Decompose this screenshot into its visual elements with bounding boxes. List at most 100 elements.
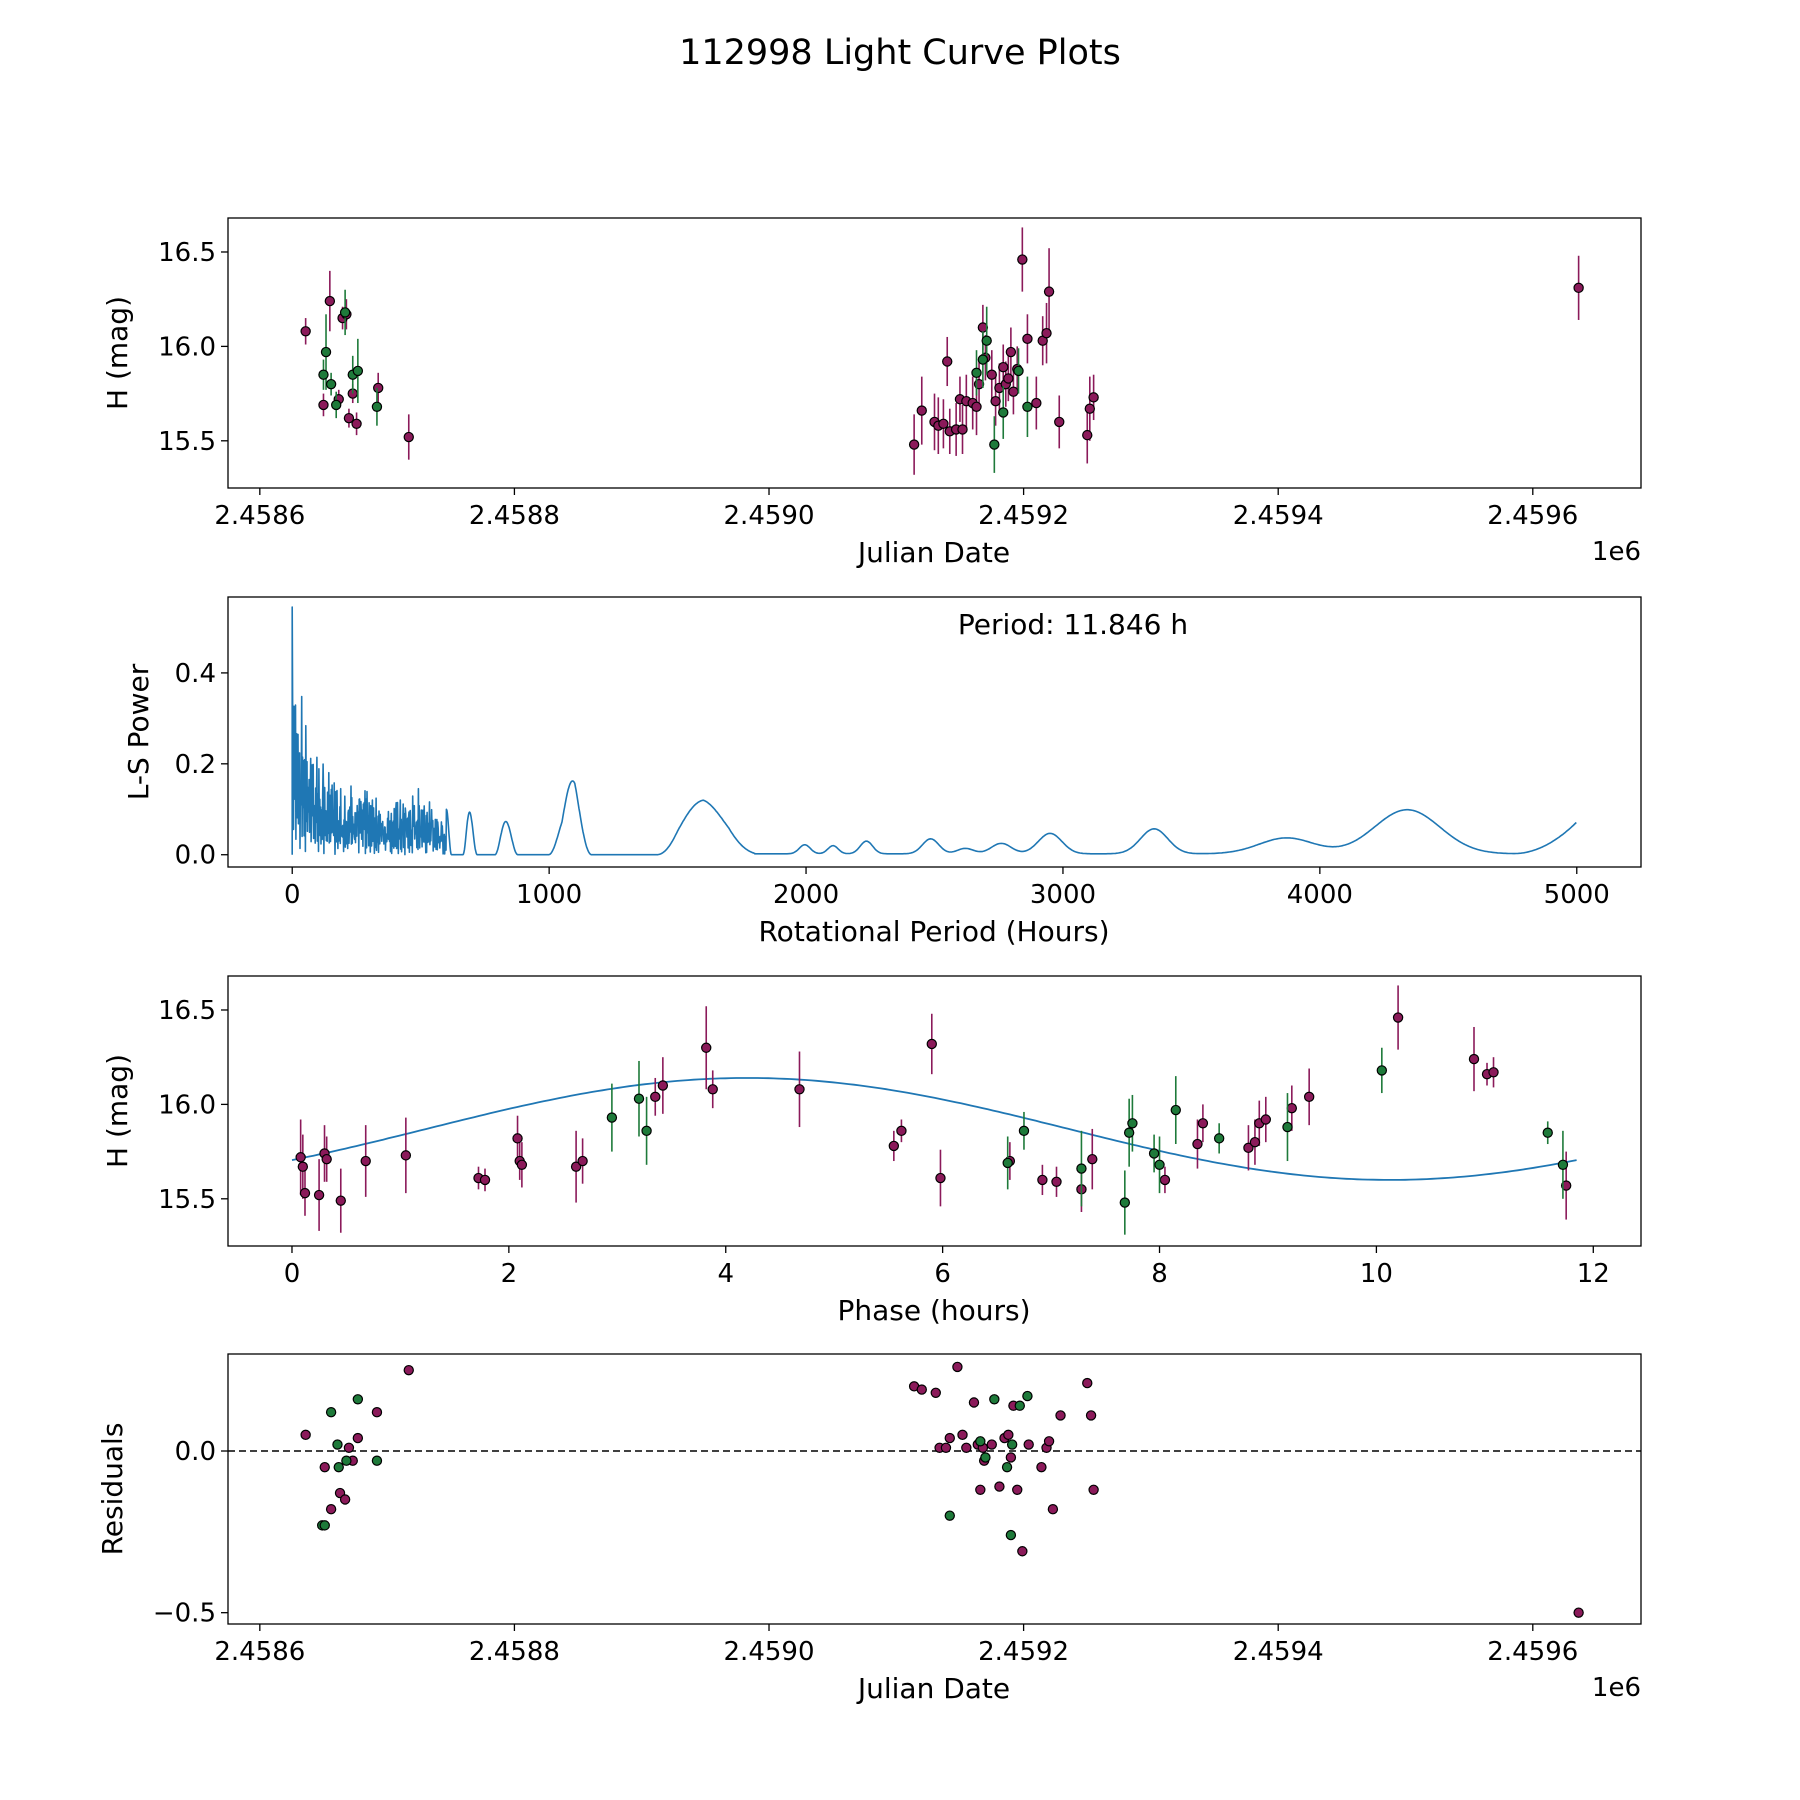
- lightcurve-point-g: [971, 367, 982, 379]
- lightcurve-point-r: [1008, 386, 1019, 397]
- lightcurve-point-g: [981, 335, 992, 346]
- residuals-point-g: [975, 1436, 986, 1447]
- phase-xtick-label: 6: [934, 1259, 951, 1289]
- phase-point-g: [1282, 1121, 1293, 1133]
- phase-point-r: [1197, 1118, 1209, 1129]
- phase-fit-curve: [291, 1077, 1577, 1181]
- phase-point-r: [299, 1187, 311, 1199]
- phase-point-r: [516, 1159, 528, 1171]
- lightcurve-point-g: [339, 307, 351, 318]
- residuals-point-g: [341, 1455, 352, 1466]
- phase-point-r: [297, 1161, 309, 1172]
- panel-residuals: 2.4586 2.4588 2.4590 2.4592 2.4594 2.4596 −0.…: [96, 1353, 1642, 1705]
- periodogram-ytick-label: 0.2: [175, 750, 216, 780]
- phase-point-r: [926, 1038, 937, 1050]
- phase-point-g: [633, 1093, 645, 1104]
- periodogram-xtick-label: 5000: [1544, 880, 1610, 910]
- residuals-xtick-label: 2.4594: [1233, 1637, 1324, 1667]
- phase-frame: [227, 975, 1642, 1247]
- lightcurve-xlabel: Julian Date: [856, 536, 1010, 569]
- residuals-point-r: [1088, 1484, 1099, 1496]
- residuals-yticks: −0.5 0.0: [153, 1437, 228, 1629]
- phase-point-r: [335, 1195, 346, 1206]
- residuals-point-r: [1017, 1546, 1028, 1557]
- residuals-point-r: [371, 1407, 383, 1418]
- phase-point-g: [1018, 1125, 1030, 1137]
- residuals-point-r: [403, 1364, 414, 1376]
- residuals-point-r: [940, 1442, 952, 1453]
- residuals-point-r: [930, 1387, 941, 1399]
- lightcurve-point-g: [331, 399, 342, 411]
- phase-point-g: [1076, 1163, 1087, 1174]
- lightcurve-point-r: [908, 439, 920, 450]
- phase-point-r: [1286, 1102, 1298, 1114]
- phase-point-g: [1123, 1127, 1135, 1138]
- residuals-offset-label: 1e6: [1592, 1673, 1641, 1703]
- residuals-point-r: [343, 1442, 355, 1453]
- phase-point-r: [794, 1084, 805, 1095]
- residuals-point-r: [319, 1461, 330, 1473]
- phase-point-r: [313, 1189, 325, 1201]
- phase-point-r: [1260, 1114, 1271, 1125]
- lightcurve-point-g: [989, 439, 1000, 450]
- residuals-point-r: [325, 1504, 337, 1515]
- residuals-xtick-label: 2.4588: [469, 1637, 560, 1667]
- residuals-point-g: [1022, 1390, 1033, 1402]
- lightcurve-point-r: [1043, 286, 1055, 297]
- lightcurve-xtick-label: 2.4592: [978, 501, 1069, 531]
- residuals-point-r: [1082, 1377, 1093, 1389]
- residuals-point-g: [989, 1394, 1000, 1405]
- lightcurve-point-g: [318, 369, 329, 380]
- phase-xtick-label: 12: [1577, 1259, 1610, 1289]
- phase-xtick-label: 8: [1151, 1259, 1168, 1289]
- periodogram-ytick-label: 0.4: [175, 659, 216, 689]
- lightcurve-point-r: [1022, 333, 1033, 345]
- phase-point-r: [1192, 1138, 1203, 1150]
- lightcurve-point-g: [1013, 365, 1024, 377]
- phase-ytick-label: 16.5: [158, 996, 216, 1026]
- lightcurve-point-r: [1005, 346, 1017, 358]
- lightcurve-point-r: [1017, 254, 1028, 265]
- residuals-point-r: [1036, 1461, 1047, 1473]
- residuals-point-g: [352, 1394, 364, 1405]
- phase-point-r: [650, 1091, 661, 1103]
- phase-ytick-label: 16.0: [158, 1090, 216, 1120]
- phase-marks: [291, 985, 1577, 1235]
- lightcurve-point-r: [318, 399, 329, 411]
- residuals-point-g: [319, 1520, 330, 1531]
- phase-point-r: [896, 1125, 907, 1137]
- periodogram-xtick-label: 3000: [1030, 880, 1096, 910]
- residuals-ylabel: Residuals: [96, 1423, 129, 1556]
- lightcurve-point-g: [998, 407, 1009, 418]
- figure-title: 112998 Light Curve Plots: [679, 33, 1121, 73]
- phase-point-r: [577, 1155, 588, 1167]
- phase-point-r: [360, 1155, 371, 1167]
- residuals-point-g: [332, 1439, 343, 1450]
- phase-point-r: [321, 1153, 332, 1165]
- phase-point-g: [606, 1112, 618, 1123]
- panel-lightcurve: 2.4586 2.4588 2.4590 2.4592 2.4594 2.4596 15.…: [101, 217, 1642, 569]
- phase-point-r: [512, 1133, 523, 1144]
- residuals-point-r: [986, 1439, 997, 1450]
- residuals-xtick-label: 2.4586: [214, 1637, 305, 1667]
- lightcurve-xtick-label: 2.4594: [1233, 501, 1324, 531]
- phase-point-r: [1488, 1067, 1499, 1078]
- residuals-point-g: [980, 1452, 991, 1463]
- residuals-xlabel: Julian Date: [856, 1672, 1010, 1705]
- lightcurve-point-r: [324, 295, 336, 307]
- periodogram-line: [291, 606, 1577, 856]
- residuals-point-r: [339, 1494, 351, 1505]
- phase-xticks: 0 2 4 6 8 10 12: [284, 1246, 1610, 1289]
- lightcurve-ytick-label: 16.0: [158, 332, 216, 362]
- residuals-marks: [228, 1361, 1641, 1618]
- periodogram-xtick-label: 2000: [773, 880, 839, 910]
- residuals-point-g: [944, 1510, 955, 1521]
- lightcurve-point-r: [1082, 429, 1093, 441]
- lightcurve-point-g: [977, 354, 989, 365]
- phase-xlabel: Phase (hours): [837, 1294, 1030, 1327]
- lightcurve-point-g: [325, 378, 337, 390]
- phase-point-r: [1037, 1174, 1048, 1186]
- lightcurve-point-r: [1003, 373, 1014, 384]
- residuals-point-r: [1573, 1607, 1584, 1618]
- residuals-point-g: [1001, 1461, 1013, 1473]
